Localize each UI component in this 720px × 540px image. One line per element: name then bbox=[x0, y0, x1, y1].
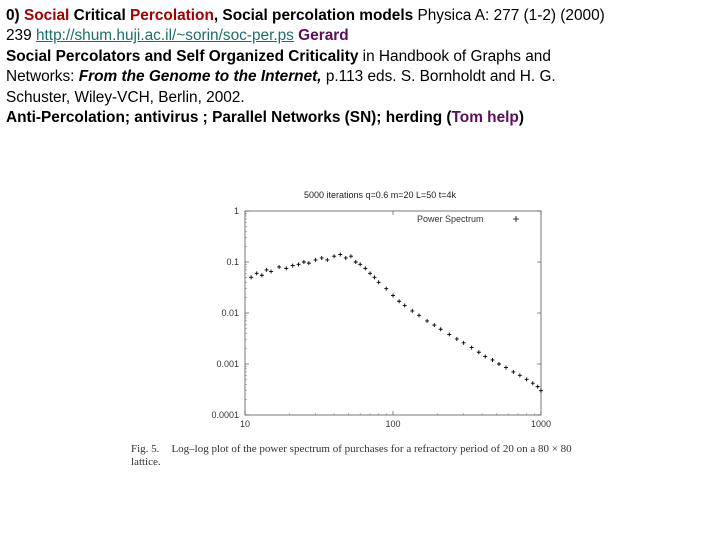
data-point bbox=[503, 365, 508, 370]
chart-title: 5000 iterations q=0.6 m=20 L=50 t=4k bbox=[304, 190, 457, 200]
plot-frame bbox=[244, 210, 542, 416]
data-point bbox=[343, 255, 348, 260]
data-point bbox=[539, 388, 543, 393]
word-critical: Critical bbox=[69, 7, 131, 24]
data-point bbox=[363, 266, 368, 271]
data-point bbox=[454, 336, 459, 341]
ref-line-6: Anti-Percolation; antivirus ; Parallel N… bbox=[6, 108, 718, 128]
figure-caption: Fig. 5. Log–log plot of the power spectru… bbox=[131, 443, 641, 469]
data-point bbox=[417, 313, 422, 318]
ref-line-4: Networks: From the Genome to the Interne… bbox=[6, 67, 718, 87]
y-tick-label: 0.0001 bbox=[211, 410, 239, 420]
paper-url-link[interactable]: http://shum.huji.ac.il/~sorin/soc-per.ps bbox=[35, 27, 294, 45]
data-point bbox=[391, 293, 395, 298]
data-point bbox=[410, 308, 415, 313]
data-point bbox=[277, 264, 282, 269]
data-point bbox=[319, 255, 324, 260]
x-tick-label: 1000 bbox=[531, 419, 551, 429]
word-social: Social bbox=[23, 7, 70, 24]
y-tick-label: 0.01 bbox=[221, 308, 239, 318]
data-point bbox=[249, 275, 254, 280]
tom-help-link[interactable]: Tom help bbox=[451, 109, 519, 127]
data-point bbox=[438, 327, 443, 332]
ref-line-3: Social Percolators and Self Organized Cr… bbox=[6, 47, 718, 67]
data-point bbox=[296, 262, 301, 267]
data-point bbox=[490, 357, 495, 362]
data-point bbox=[530, 381, 535, 386]
data-point bbox=[524, 377, 529, 382]
data-point bbox=[348, 254, 353, 259]
data-point bbox=[476, 350, 481, 355]
data-point bbox=[358, 262, 363, 267]
data-point bbox=[469, 345, 474, 350]
data-point bbox=[402, 303, 407, 308]
data-point bbox=[461, 340, 466, 345]
item-number: 0) bbox=[6, 7, 24, 24]
caption-line-2: lattice. bbox=[131, 456, 161, 468]
word-percolation: Percolation bbox=[130, 7, 214, 24]
y-tick-label: 1 bbox=[234, 206, 239, 216]
topics-list: Anti-Percolation; antivirus ; Parallel N… bbox=[6, 109, 452, 127]
caption-line-1: Log–log plot of the power spectrum of pu… bbox=[171, 443, 572, 455]
y-tick-label: 0.1 bbox=[226, 257, 239, 267]
ref-line-1: 0) Social Critical Percolation, Social p… bbox=[6, 6, 718, 26]
y-tick-label: 0.001 bbox=[216, 359, 239, 369]
x-tick-label: 100 bbox=[385, 419, 400, 429]
data-point bbox=[425, 318, 430, 323]
data-point bbox=[496, 362, 501, 366]
legend-label: Power Spectrum bbox=[417, 214, 484, 224]
data-point bbox=[313, 257, 318, 262]
data-point bbox=[432, 323, 437, 328]
book-title: From the Genome to the Internet, bbox=[78, 68, 322, 86]
book-prefix: Networks: bbox=[6, 68, 79, 86]
data-point bbox=[338, 252, 343, 257]
data-point bbox=[535, 384, 540, 389]
caption-label: Fig. 5. bbox=[131, 443, 160, 455]
data-point bbox=[284, 266, 289, 271]
data-point bbox=[290, 263, 295, 268]
data-point bbox=[332, 254, 337, 259]
data-point bbox=[511, 369, 516, 374]
topics-close: ) bbox=[518, 109, 524, 127]
data-point bbox=[372, 275, 377, 280]
data-point bbox=[254, 271, 259, 276]
data-point bbox=[306, 261, 311, 266]
legend-marker bbox=[513, 216, 519, 222]
journal-ref: Physica A: 277 (1-2) (2000) bbox=[417, 7, 605, 24]
x-tick-label: 10 bbox=[240, 419, 250, 429]
book-editors: p.113 eds. S. Bornholdt and H. G. bbox=[321, 68, 556, 86]
data-point bbox=[517, 373, 522, 378]
ref-line-5: Schuster, Wiley-VCH, Berlin, 2002. bbox=[6, 88, 245, 106]
data-point bbox=[301, 260, 306, 264]
data-point bbox=[397, 299, 402, 304]
author-gerard: Gerard bbox=[298, 27, 349, 45]
paper-title: , Social percolation models bbox=[213, 7, 418, 24]
book-intro: in Handbook of Graphs and bbox=[358, 47, 551, 65]
ref-line-2: 239 http://shum.huji.ac.il/~sorin/soc-pe… bbox=[6, 26, 718, 46]
data-point bbox=[325, 257, 330, 262]
data-point bbox=[368, 271, 373, 276]
data-point bbox=[376, 280, 381, 285]
data-point bbox=[384, 286, 389, 291]
chapter-title: Social Percolators and Self Organized Cr… bbox=[6, 47, 359, 65]
data-point bbox=[353, 260, 358, 264]
power-spectrum-chart: 5000 iterations q=0.6 m=20 L=50 t=4k 1 0.… bbox=[211, 190, 551, 429]
data-point bbox=[269, 269, 274, 274]
data-point bbox=[259, 273, 264, 278]
data-point bbox=[483, 354, 488, 359]
reference-text: 0) Social Critical Percolation, Social p… bbox=[6, 6, 718, 128]
data-point bbox=[264, 267, 269, 272]
data-point bbox=[447, 332, 452, 337]
page-number: 239 bbox=[6, 27, 36, 45]
